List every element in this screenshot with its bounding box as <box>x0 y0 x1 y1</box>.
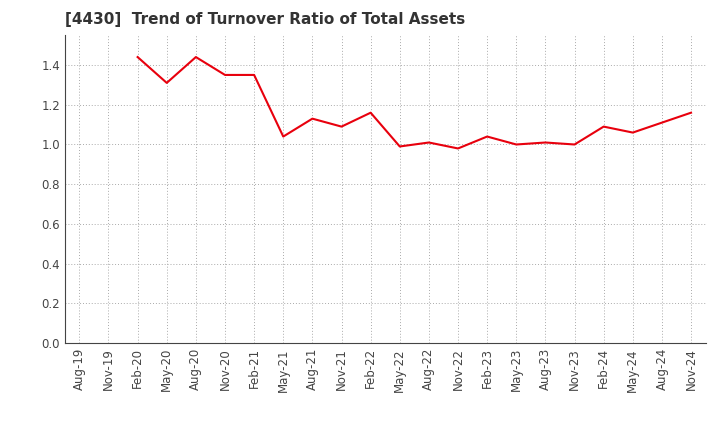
Text: [4430]  Trend of Turnover Ratio of Total Assets: [4430] Trend of Turnover Ratio of Total … <box>65 12 465 27</box>
